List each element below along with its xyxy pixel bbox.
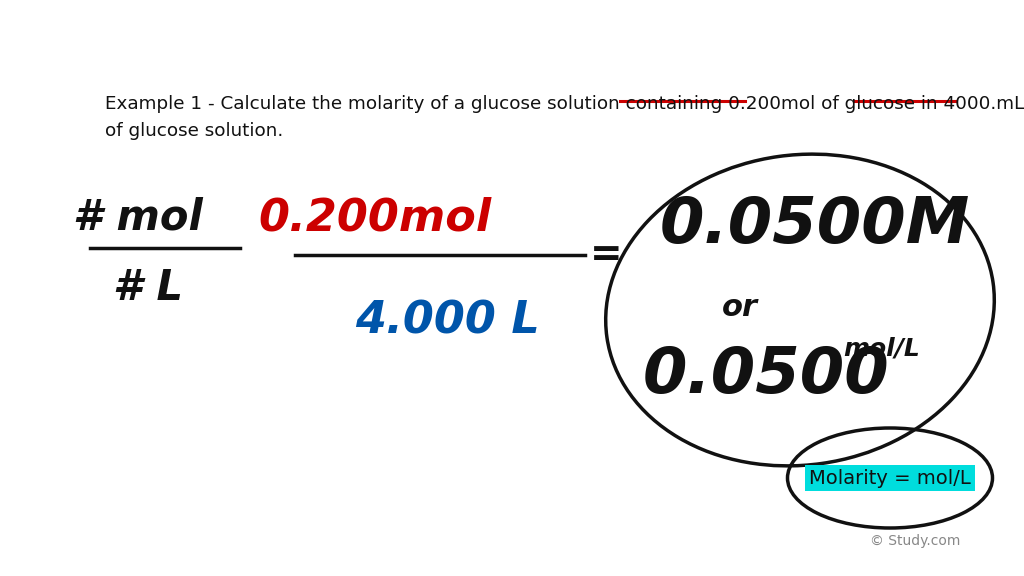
Text: # mol: # mol xyxy=(73,197,203,239)
Text: or: or xyxy=(722,294,758,323)
Text: 4.000 L: 4.000 L xyxy=(355,300,540,343)
Text: 0.200mol: 0.200mol xyxy=(258,196,492,240)
Text: # L: # L xyxy=(113,267,183,309)
Text: 0.0500: 0.0500 xyxy=(643,344,890,406)
Text: =: = xyxy=(590,236,623,274)
Text: mol/L: mol/L xyxy=(843,336,920,360)
Text: 0.0500M: 0.0500M xyxy=(660,194,971,256)
Text: Example 1 - Calculate the molarity of a glucose solution containing 0.200mol of : Example 1 - Calculate the molarity of a … xyxy=(105,95,1024,113)
Text: of glucose solution.: of glucose solution. xyxy=(105,122,284,140)
Text: Molarity = mol/L: Molarity = mol/L xyxy=(809,468,971,487)
Text: © Study.com: © Study.com xyxy=(870,534,961,548)
